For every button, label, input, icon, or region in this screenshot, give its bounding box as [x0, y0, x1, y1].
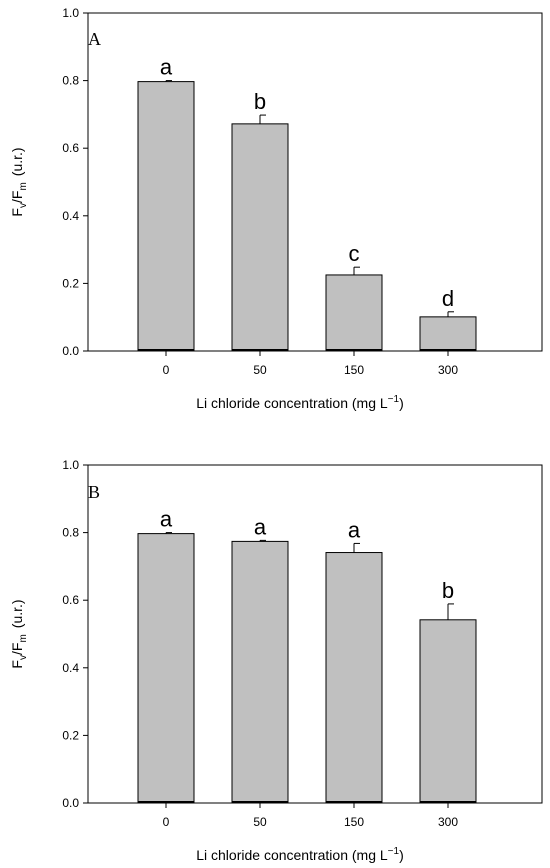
- significance-letter: a: [160, 507, 173, 532]
- chart-panel-b: B Li chloride concentration (mg L−1) Fv/…: [9, 458, 543, 863]
- x-tick-label: 50: [253, 363, 267, 377]
- significance-letter: c: [349, 241, 360, 266]
- x-axis-title: Li chloride concentration (mg L−1): [196, 846, 404, 863]
- significance-letter: d: [442, 286, 454, 311]
- y-tick-label: 0.2: [62, 728, 79, 742]
- x-tick-label: 300: [438, 363, 458, 377]
- panel-label: B: [88, 482, 100, 502]
- y-tick-label: 0.8: [62, 74, 79, 88]
- y-tick-label: 0.6: [62, 593, 79, 607]
- y-tick-label: 0.8: [62, 526, 79, 540]
- x-tick-label: 150: [344, 815, 364, 829]
- y-tick-label: 0.6: [62, 141, 79, 155]
- y-tick-label: 0.0: [62, 344, 79, 358]
- x-tick-label: 300: [438, 815, 458, 829]
- y-tick-label: 0.2: [62, 276, 79, 290]
- bar: [137, 81, 195, 352]
- x-tick-label: 0: [163, 815, 170, 829]
- chart-panel-a: A Li chloride concentration (mg L−1) Fv/…: [9, 6, 543, 411]
- significance-letter: a: [160, 55, 173, 80]
- x-axis-title: Li chloride concentration (mg L−1): [196, 394, 404, 411]
- x-tick-label: 0: [163, 363, 170, 377]
- significance-letter: a: [348, 517, 361, 542]
- y-tick-label: 1.0: [62, 458, 79, 472]
- significance-letter: b: [442, 578, 454, 603]
- x-tick-label: 50: [253, 815, 267, 829]
- bar: [137, 533, 195, 804]
- significance-letter: b: [254, 89, 266, 114]
- bar: [325, 552, 383, 804]
- y-axis-title: Fv/Fm(u.r.): [9, 147, 29, 216]
- x-tick-label: 150: [344, 363, 364, 377]
- y-tick-label: 0.4: [62, 661, 79, 675]
- y-tick-label: 0.4: [62, 209, 79, 223]
- bar: [325, 274, 383, 352]
- bar: [231, 540, 289, 804]
- significance-letter: a: [254, 514, 267, 539]
- plot-frame: [87, 12, 543, 352]
- bar: [231, 123, 289, 352]
- panel-label: A: [88, 29, 101, 49]
- plot-frame: [87, 464, 543, 804]
- y-tick-label: 1.0: [62, 6, 79, 20]
- bar: [419, 316, 477, 352]
- bar: [419, 619, 477, 804]
- y-axis-title: Fv/Fm(u.r.): [9, 599, 29, 668]
- y-tick-label: 0.0: [62, 796, 79, 810]
